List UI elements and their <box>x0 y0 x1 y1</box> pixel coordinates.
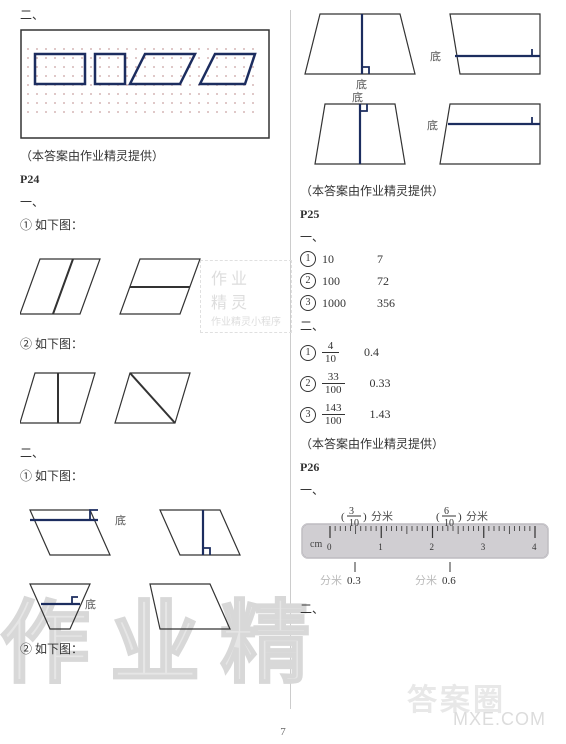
svg-text:分米: 分米 <box>466 510 488 523</box>
figure <box>20 358 220 438</box>
answer-row: 1 107 <box>300 251 560 267</box>
answer-list: 110721007231000356 <box>300 251 560 311</box>
value: 100 <box>322 274 377 289</box>
question-label: ② 如下图： <box>20 335 280 352</box>
svg-text:底: 底 <box>115 513 126 527</box>
fraction: 33100 <box>322 371 345 396</box>
answer-row: 3 1000356 <box>300 295 560 311</box>
value: 1.43 <box>370 407 391 422</box>
footnote: （本答案由作业精灵提供） <box>300 182 560 199</box>
svg-text:底: 底 <box>430 49 441 63</box>
svg-text:6: 6 <box>444 506 449 517</box>
item-number: 3 <box>300 295 316 311</box>
svg-text:分米: 分米 <box>415 574 437 587</box>
question-label: ② 如下图： <box>20 640 280 657</box>
footnote: （本答案由作业精灵提供） <box>300 435 560 452</box>
section-heading: 一、 <box>300 481 560 498</box>
svg-text:底: 底 <box>352 90 363 104</box>
fraction: 410 <box>322 340 339 365</box>
page-ref: P26 <box>300 460 560 475</box>
answer-row: 2 10072 <box>300 273 560 289</box>
right-column: 底底底底 （本答案由作业精灵提供） P25 一、 110721007231000… <box>300 0 560 744</box>
svg-text:cm: cm <box>310 539 322 550</box>
value: 1000 <box>322 296 377 311</box>
question-label: ① 如下图： <box>20 216 280 233</box>
section-heading: 一、 <box>300 228 560 245</box>
item-number: 1 <box>300 345 316 361</box>
value: 7 <box>377 252 432 267</box>
value: 0.4 <box>364 345 379 360</box>
figure: 底 <box>20 574 270 634</box>
figure: 底底底底 <box>300 4 550 174</box>
dot-grid-figure <box>20 29 270 139</box>
svg-text:(: ( <box>341 511 345 523</box>
page: 作 业 精 灵 作业精灵小程序 作业精 答案圈 MXE.COM 二、 （本答案由… <box>0 0 566 744</box>
figure <box>20 239 220 329</box>
svg-text:3: 3 <box>481 542 486 552</box>
svg-text:3: 3 <box>349 506 354 517</box>
svg-text:2: 2 <box>430 542 435 552</box>
item-number: 1 <box>300 251 316 267</box>
svg-text:底: 底 <box>356 77 367 91</box>
svg-text:(: ( <box>436 511 440 523</box>
item-number: 3 <box>300 407 316 423</box>
footnote: （本答案由作业精灵提供） <box>20 147 280 164</box>
answer-row: 1 410 0.4 <box>300 340 560 365</box>
page-ref: P25 <box>300 207 560 222</box>
answer-row: 3 143100 1.43 <box>300 402 560 427</box>
section-heading: 二、 <box>300 600 560 617</box>
svg-text:): ) <box>458 511 462 523</box>
fraction: 143100 <box>322 402 345 427</box>
item-number: 2 <box>300 273 316 289</box>
value: 0.33 <box>370 376 391 391</box>
section-heading: 二、 <box>20 444 280 461</box>
svg-text:10: 10 <box>349 518 359 529</box>
svg-text:底: 底 <box>427 118 438 132</box>
section-heading: 一、 <box>20 193 280 210</box>
answer-row: 2 33100 0.33 <box>300 371 560 396</box>
item-number: 2 <box>300 376 316 392</box>
svg-text:): ) <box>363 511 367 523</box>
figure: 底 <box>20 490 270 570</box>
value: 356 <box>377 296 432 311</box>
section-heading: 二、 <box>300 317 560 334</box>
section-heading: 二、 <box>20 6 280 23</box>
column-divider <box>290 10 291 709</box>
value: 72 <box>377 274 432 289</box>
page-number: 7 <box>280 726 286 738</box>
ruler-figure: cm01234(310)分米0.3分米(610)分米0.6分米 <box>300 504 550 594</box>
svg-text:10: 10 <box>444 518 454 529</box>
svg-text:1: 1 <box>378 542 383 552</box>
svg-text:0.3: 0.3 <box>347 575 361 587</box>
question-label: ① 如下图： <box>20 467 280 484</box>
svg-text:0.6: 0.6 <box>442 575 456 587</box>
svg-text:0: 0 <box>327 542 332 552</box>
page-ref: P24 <box>20 172 280 187</box>
svg-text:分米: 分米 <box>320 574 342 587</box>
svg-text:4: 4 <box>532 542 537 552</box>
svg-text:分米: 分米 <box>371 510 393 523</box>
value: 10 <box>322 252 377 267</box>
left-column: 二、 （本答案由作业精灵提供） P24 一、 ① 如下图： ② 如下图： 二、 … <box>20 0 280 744</box>
answer-list: 1 410 0.4 2 33100 0.33 3 143100 1.43 <box>300 340 560 427</box>
svg-text:底: 底 <box>85 597 96 611</box>
